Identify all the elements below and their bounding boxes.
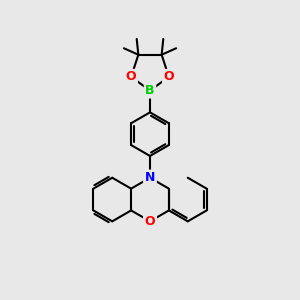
Text: N: N — [145, 171, 155, 184]
Text: N: N — [145, 171, 155, 184]
Text: O: O — [164, 70, 174, 83]
Text: O: O — [145, 215, 155, 228]
Text: B: B — [145, 84, 155, 97]
Text: O: O — [126, 70, 136, 83]
Text: O: O — [145, 215, 155, 228]
